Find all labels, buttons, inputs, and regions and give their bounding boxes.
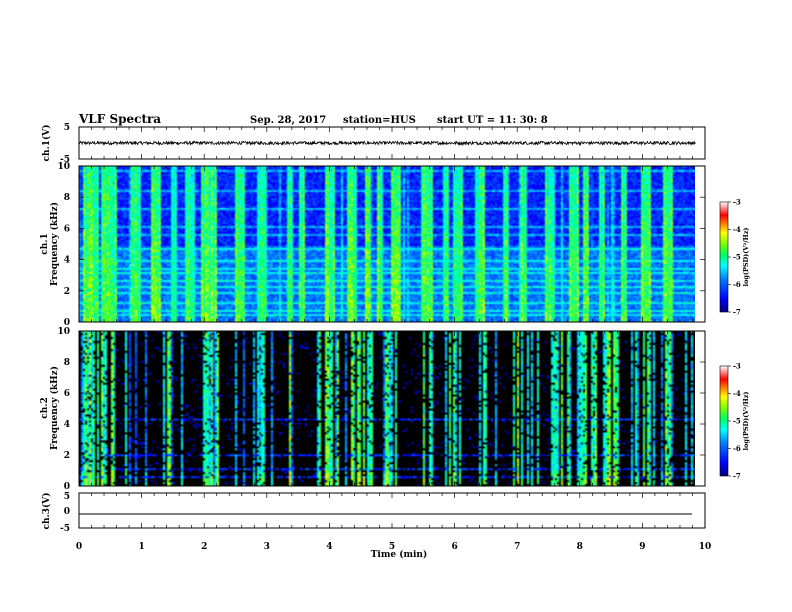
y-tick-label: 2 [64, 451, 70, 461]
colorbar-tick-label: -6 [733, 280, 741, 289]
y-tick-label: 4 [64, 256, 70, 266]
ch2-colorbar: -3 -4 -5 -6 -7 log(PSD)(V²/Hz) [719, 362, 750, 481]
y-tick-label: 6 [64, 224, 70, 234]
ch2-spectrogram-panel: 0 2 4 6 8 10 ch.2 Frequency (kHz) [40, 327, 706, 492]
y-tick-label: 4 [64, 420, 70, 430]
ch2-colorbar-label: log(PSD)(V²/Hz) [742, 392, 750, 451]
x-tick-labels: 0 1 2 3 4 5 6 7 8 9 10 [76, 542, 711, 552]
ch1-colorbar-ticks: -3 -4 -5 -6 -7 [728, 198, 741, 317]
y-tick-label: 6 [64, 389, 70, 399]
x-tick-label: 6 [451, 542, 457, 552]
start-time-label: start UT = 11: 30: 8 [437, 115, 548, 126]
x-axis-label: Time (min) [371, 549, 428, 560]
y-tick-label: 2 [64, 287, 70, 297]
ch2-spectrogram-image [79, 331, 695, 486]
y-tick-label: 10 [57, 327, 70, 337]
x-tick-label: 9 [639, 542, 645, 552]
ch1-spectrogram-ylabel-channel: ch.1 [40, 233, 50, 254]
colorbar-tick-label: -7 [733, 472, 741, 481]
x-tick-label: 4 [326, 542, 332, 552]
ch1-colorbar: -3 -4 -5 -6 -7 log(PSD)(V²/Hz) [719, 198, 750, 317]
ch2-colorbar-scale [719, 365, 729, 477]
ch2-spectrogram-ylabel-channel: ch.2 [40, 397, 50, 418]
ch2-spectrogram-yticks: 0 2 4 6 8 10 [57, 327, 705, 492]
ch3-waveform-panel: 5 0 -5 ch.3(V) [41, 492, 706, 534]
y-tick-label: 0 [64, 482, 70, 492]
y-tick-label: 8 [64, 358, 70, 368]
ch3-ytick-bottom: -5 [60, 524, 70, 534]
ch2-spectrogram-ylabel-frequency: Frequency (kHz) [49, 366, 60, 450]
ch1-waveform-ylabel: ch.1(V) [41, 125, 52, 162]
ch1-colorbar-scale [719, 201, 729, 313]
ch1-ytick-top: 5 [64, 123, 70, 133]
colorbar-tick-label: -5 [733, 253, 741, 262]
ch3-waveform-frame [78, 492, 706, 529]
x-tick-label: 1 [138, 542, 144, 552]
ch1-spectrogram-ylabel-frequency: Frequency (kHz) [49, 202, 60, 286]
x-tick-marks [78, 127, 706, 528]
x-tick-label: 3 [264, 542, 270, 552]
colorbar-tick-label: -7 [733, 308, 741, 317]
x-tick-label: 5 [389, 542, 395, 552]
x-tick-label: 7 [514, 542, 520, 552]
ch3-waveform-ylabel: ch.3(V) [41, 493, 52, 530]
x-tick-label: 0 [76, 542, 82, 552]
date-label: Sep. 28, 2017 [250, 115, 326, 126]
colorbar-tick-label: -3 [733, 198, 741, 207]
ch1-waveform-trace [78, 139, 696, 147]
x-tick-label: 10 [699, 542, 712, 552]
ch1-spectrogram-panel: 0 2 4 6 8 10 ch.1 Frequency (kHz) [40, 162, 706, 328]
colorbar-tick-label: -4 [733, 225, 741, 234]
station-label: station=HUS [343, 115, 416, 126]
ch3-ytick-mid: 0 [64, 507, 70, 517]
colorbar-tick-label: -3 [733, 362, 741, 371]
colorbar-tick-label: -5 [733, 417, 741, 426]
ch1-ytick-bottom: -5 [60, 155, 70, 165]
y-tick-label: 0 [64, 318, 70, 328]
y-tick-label: 10 [57, 162, 70, 172]
x-tick-label: 8 [577, 542, 583, 552]
figure-title: VLF Spectra [78, 112, 161, 126]
ch1-colorbar-label: log(PSD)(V²/Hz) [742, 228, 750, 287]
ch1-spectrogram-yticks: 0 2 4 6 8 10 [57, 162, 705, 328]
colorbar-tick-label: -4 [733, 389, 741, 398]
ch1-spectrogram-image [79, 166, 695, 322]
ch2-colorbar-ticks: -3 -4 -5 -6 -7 [728, 362, 741, 481]
colorbar-tick-label: -6 [733, 444, 741, 453]
x-tick-label: 2 [201, 542, 207, 552]
ch3-ytick-top: 5 [64, 492, 70, 502]
y-tick-label: 8 [64, 193, 70, 203]
ch1-waveform-panel: 5 -5 ch.1(V) [41, 123, 706, 165]
